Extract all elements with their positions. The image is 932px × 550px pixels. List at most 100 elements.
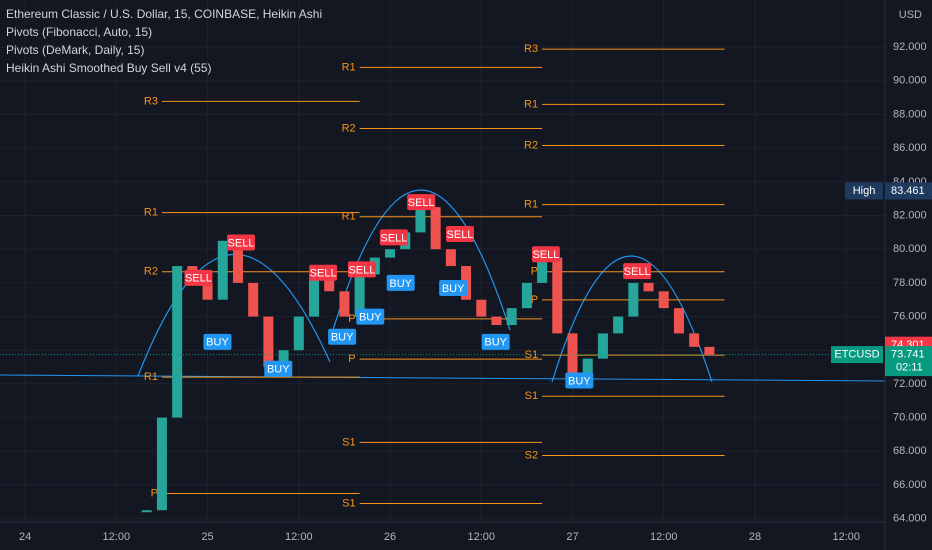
pivot-label: P xyxy=(531,294,538,306)
y-tick-label: 68.000 xyxy=(893,445,927,457)
candle xyxy=(643,282,654,292)
signal-box xyxy=(445,226,474,243)
candle xyxy=(293,316,304,351)
indicator: Heikin Ashi Smoothed Buy Sell v4 (55) xyxy=(6,61,211,75)
candle xyxy=(141,510,152,513)
currency[interactable]: USD xyxy=(899,9,922,21)
signal-label: SELL xyxy=(310,268,337,280)
candle xyxy=(248,282,259,317)
signal-label: BUY xyxy=(389,278,412,290)
price-tag-label: ETCUSD xyxy=(834,349,879,361)
signal-label: BUY xyxy=(267,364,290,376)
x-tick-label: 26 xyxy=(384,531,396,543)
y-tick-label: 88.000 xyxy=(893,108,927,120)
candle xyxy=(537,257,548,283)
pivot-label: R1 xyxy=(144,371,158,383)
candle xyxy=(263,316,274,368)
y-tick-label: 80.000 xyxy=(893,243,927,255)
price-tag-label-box xyxy=(845,182,883,200)
candle xyxy=(689,333,700,347)
price-tag-label-box xyxy=(831,346,883,364)
y-tick-label: 92.000 xyxy=(893,41,927,53)
signal-label: SELL xyxy=(185,273,212,285)
candle xyxy=(491,316,502,325)
candle xyxy=(521,282,532,309)
x-tick-label: 27 xyxy=(566,531,578,543)
x-tick-label: 12:00 xyxy=(650,531,678,543)
candle xyxy=(309,274,320,317)
candle xyxy=(552,257,563,334)
signal-label: SELL xyxy=(447,229,474,241)
signal-box xyxy=(407,194,436,211)
candle xyxy=(339,291,350,317)
signal-box xyxy=(347,261,376,278)
pivot-label: S2 xyxy=(525,449,538,461)
signal-label: BUY xyxy=(331,332,354,344)
arc xyxy=(137,253,331,377)
pivot-label: R2 xyxy=(144,266,158,278)
signal-box xyxy=(531,246,560,263)
pivot-label: P xyxy=(348,353,355,365)
arc xyxy=(551,255,713,383)
candle xyxy=(354,274,365,317)
candle xyxy=(415,207,426,233)
price-tag xyxy=(885,346,932,377)
countdown: 02:11 xyxy=(896,362,923,374)
y-tick-label: 76.000 xyxy=(893,310,927,322)
pivot-label: R1 xyxy=(524,198,538,210)
x-tick-label: 12:00 xyxy=(285,531,313,543)
candle xyxy=(567,333,578,376)
pivot-label: R3 xyxy=(144,95,158,107)
candle xyxy=(613,316,624,334)
pivot-label: P xyxy=(151,487,158,499)
signal-box xyxy=(227,234,256,251)
candle xyxy=(658,291,669,309)
candle xyxy=(324,274,335,292)
candle xyxy=(430,207,441,250)
signal-label: SELL xyxy=(228,237,255,249)
candle xyxy=(445,249,456,267)
pivot-label: P xyxy=(348,313,355,325)
plot: R3R1R2R1PR1R2R1PPS1S1R3R1R2R1PPS1S1S2SEL… xyxy=(0,43,885,513)
y-tick-label: 86.000 xyxy=(893,142,927,154)
pivot-label: R1 xyxy=(342,211,356,223)
signal-label: SELL xyxy=(624,266,651,278)
pivot-label: R2 xyxy=(342,122,356,134)
y-tick-label: 64.000 xyxy=(893,513,927,525)
candle xyxy=(172,266,183,418)
pivot-label: R2 xyxy=(524,139,538,151)
pivot-label: R1 xyxy=(342,61,356,73)
x-tick-label: 24 xyxy=(19,531,31,543)
grid xyxy=(0,0,885,522)
signal-label: BUY xyxy=(484,337,507,349)
candle xyxy=(597,333,608,359)
indicator: Pivots (DeMark, Daily, 15) xyxy=(6,43,144,57)
signal-label: SELL xyxy=(348,264,375,276)
candle xyxy=(704,346,715,356)
signal-label: SELL xyxy=(408,197,435,209)
pivot-label: S1 xyxy=(342,436,355,448)
indicator: Pivots (Fibonacci, Auto, 15) xyxy=(6,25,152,39)
x-tick-label: 12:00 xyxy=(468,531,496,543)
signal-label: SELL xyxy=(380,232,407,244)
signal-box xyxy=(264,360,293,377)
signal-box xyxy=(356,308,385,325)
candle xyxy=(628,282,639,317)
price-tag-label: High xyxy=(853,185,876,197)
candle xyxy=(278,350,289,368)
candle xyxy=(476,299,487,317)
y-tick-label: 66.000 xyxy=(893,479,927,491)
pivot-label: S1 xyxy=(342,497,355,509)
signal-label: BUY xyxy=(568,375,591,387)
candle xyxy=(385,249,396,258)
signal-box xyxy=(623,263,652,280)
signal-label: SELL xyxy=(532,249,559,261)
signal-label: BUY xyxy=(206,337,229,349)
trend-line xyxy=(0,374,886,382)
pivot-label: R3 xyxy=(524,43,538,55)
price-tag-value: 73.741 xyxy=(891,349,925,361)
signal-box xyxy=(328,328,357,345)
candle xyxy=(506,308,517,325)
price-tag xyxy=(885,182,932,200)
